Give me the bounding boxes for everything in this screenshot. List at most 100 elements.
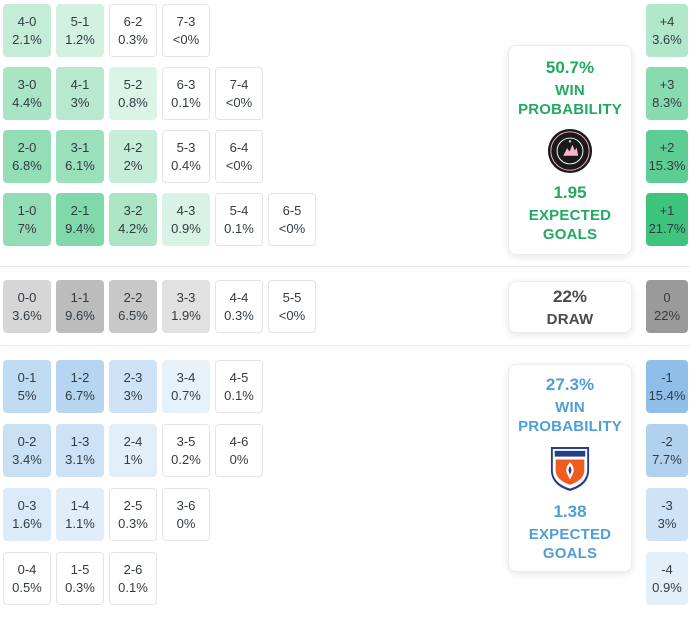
score-label: 4-4 [229, 290, 249, 305]
probability-label: <0% [278, 221, 306, 236]
score-label: 1-0 [17, 203, 37, 218]
away-win-section: 0-1 5% 1-2 6.7% 2-3 3% 3-4 0.7% 4-5 0.1% 0-2 3.4% 1-… [0, 346, 690, 622]
score-label: 4-0 [17, 14, 37, 29]
goal-diff-cell-+2: +2 15.3% [646, 130, 688, 183]
probability-label: 8.3% [652, 95, 682, 110]
score-label: 0 [663, 290, 671, 305]
probability-label: 0.3% [118, 516, 148, 531]
score-row: 0-2 3.4% 1-3 3.1% 2-4 1% 3-5 0.2% 4-6 0% [3, 424, 263, 477]
probability-label: 9.4% [65, 221, 95, 236]
probability-label: 3.6% [652, 32, 682, 47]
away-goal-diff-column: -1 15.4% -2 7.7% -3 3% -4 0.9% [646, 360, 688, 605]
probability-label: 7% [17, 221, 37, 236]
score-cell-4-5: 4-5 0.1% [215, 360, 263, 413]
score-cell-5-1: 5-1 1.2% [56, 4, 104, 57]
draw-score-grid: 0-0 3.6% 1-1 9.6% 2-2 6.5% 3-3 1.9% 4-4 0.3% 5-5 <0… [3, 280, 316, 343]
score-row: 0-1 5% 1-2 6.7% 2-3 3% 3-4 0.7% 4-5 0.1% [3, 360, 263, 413]
score-cell-3-0: 3-0 4.4% [3, 67, 51, 120]
probability-label: 3.1% [65, 452, 95, 467]
fc-cincinnati-crest-icon [549, 445, 591, 493]
home-win-probability-value: 50.7% [545, 58, 595, 77]
probability-label: 0.2% [171, 452, 201, 467]
score-label: -2 [661, 434, 673, 449]
score-cell-6-2: 6-2 0.3% [109, 4, 157, 57]
away-win-probability-value: 27.3% [545, 375, 595, 394]
score-cell-7-4: 7-4 <0% [215, 67, 263, 120]
score-label: 4-1 [70, 77, 90, 92]
score-label: 5-1 [70, 14, 90, 29]
probability-label: <0% [172, 32, 200, 47]
score-label: -4 [661, 562, 673, 577]
score-cell-4-2: 4-2 2% [109, 130, 157, 183]
probability-label: 0.3% [118, 32, 148, 47]
score-label: 5-2 [123, 77, 143, 92]
probability-label: 21.7% [648, 221, 686, 236]
score-label: 6-3 [176, 77, 196, 92]
score-cell-6-4: 6-4 <0% [215, 130, 263, 183]
score-label: 6-2 [123, 14, 143, 29]
score-cell-3-1: 3-1 6.1% [56, 130, 104, 183]
probability-label: 6.8% [12, 158, 42, 173]
score-label: 2-5 [123, 498, 143, 513]
draw-probability-value: 22% [552, 287, 588, 306]
score-cell-1-0: 1-0 7% [3, 193, 51, 246]
score-label: 3-1 [70, 140, 90, 155]
probability-label: 22% [653, 308, 681, 323]
score-label: 3-2 [123, 203, 143, 218]
score-label: -1 [661, 370, 673, 385]
score-label: 0-1 [17, 370, 37, 385]
score-row: 0-3 1.6% 1-4 1.1% 2-5 0.3% 3-6 0% [3, 488, 263, 541]
probability-label: 3.4% [12, 452, 42, 467]
probability-label: 6.1% [65, 158, 95, 173]
score-label: 3-5 [176, 434, 196, 449]
score-label: 2-2 [123, 290, 143, 305]
home-goal-diff-column: +4 3.6% +3 8.3% +2 15.3% +1 21.7% [646, 4, 688, 246]
probability-label: 0.4% [171, 158, 201, 173]
score-label: +2 [659, 140, 675, 155]
probability-label: 1.6% [12, 516, 42, 531]
probability-label: 15.3% [648, 158, 686, 173]
probability-label: 0.1% [118, 580, 148, 595]
score-label: 0-0 [17, 290, 37, 305]
score-cell-1-1: 1-1 9.6% [56, 280, 104, 333]
home-expected-goals-value: 1.95 [553, 183, 587, 202]
score-row: 0-0 3.6% 1-1 9.6% 2-2 6.5% 3-3 1.9% 4-4 0.3% 5-5 <0… [3, 280, 316, 333]
probability-label: 6.5% [118, 308, 148, 323]
score-label: 3-6 [176, 498, 196, 513]
draw-goal-diff-column: 0 22% [646, 280, 688, 333]
score-label: 3-0 [17, 77, 37, 92]
probability-label: 7.7% [652, 452, 682, 467]
away-expected-goals-value: 1.38 [553, 502, 587, 521]
score-cell-4-4: 4-4 0.3% [215, 280, 263, 333]
score-row: 0-4 0.5% 1-5 0.3% 2-6 0.1% [3, 552, 263, 605]
probability-label: 2.1% [12, 32, 42, 47]
score-row: 4-0 2.1% 5-1 1.2% 6-2 0.3% 7-3 <0% [3, 4, 316, 57]
probability-label: 2% [123, 158, 143, 173]
probability-label: 0.1% [171, 95, 201, 110]
score-cell-3-5: 3-5 0.2% [162, 424, 210, 477]
score-cell-2-6: 2-6 0.1% [109, 552, 157, 605]
score-label: 1-5 [70, 562, 90, 577]
score-label: 0-3 [17, 498, 37, 513]
score-cell-1-5: 1-5 0.3% [56, 552, 104, 605]
score-label: +3 [659, 77, 675, 92]
probability-label: 1% [123, 452, 143, 467]
home-win-panel: 50.7% WIN PROBABILITY 1.95 EXPECTED GOAL… [508, 45, 632, 255]
home-goals-word: GOALS [542, 226, 598, 243]
probability-label: <0% [225, 95, 253, 110]
score-cell-1-4: 1-4 1.1% [56, 488, 104, 541]
score-label: 0-4 [17, 562, 37, 577]
probability-label: <0% [225, 158, 253, 173]
probability-label: 0.8% [118, 95, 148, 110]
probability-label: 0.1% [224, 388, 254, 403]
score-label: 2-0 [17, 140, 37, 155]
score-label: 2-3 [123, 370, 143, 385]
score-cell-5-3: 5-3 0.4% [162, 130, 210, 183]
score-cell-2-5: 2-5 0.3% [109, 488, 157, 541]
draw-section: 0-0 3.6% 1-1 9.6% 2-2 6.5% 3-3 1.9% 4-4 0.3% 5-5 <0… [0, 267, 690, 346]
score-label: 1-3 [70, 434, 90, 449]
score-cell-0-2: 0-2 3.4% [3, 424, 51, 477]
score-label: -3 [661, 498, 673, 513]
home-win-word: WIN [555, 82, 585, 99]
